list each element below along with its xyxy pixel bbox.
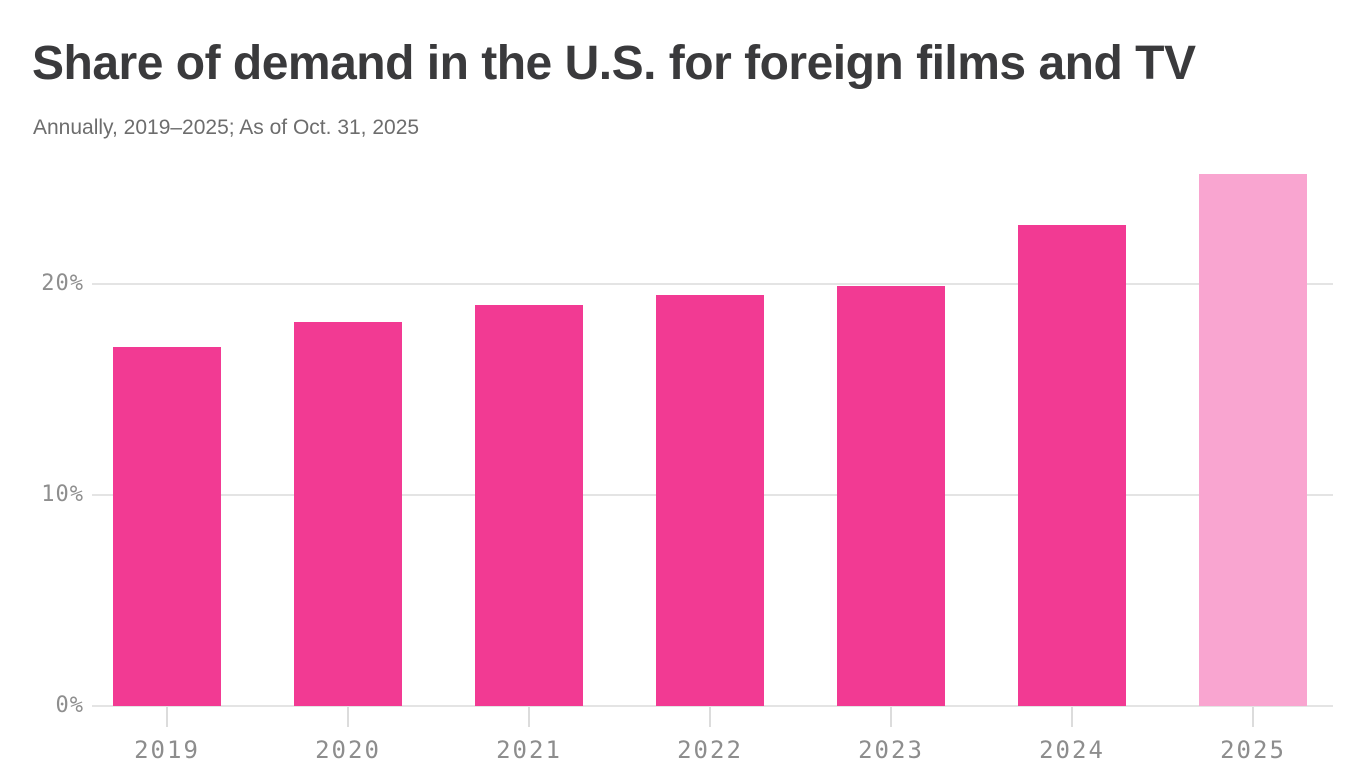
x-axis-tick-2025 [1252, 707, 1254, 727]
x-axis-label-2021: 2021 [496, 736, 562, 764]
x-axis-tick-2023 [890, 707, 892, 727]
x-axis-tick-2024 [1071, 707, 1073, 727]
bar-2024[interactable] [1018, 224, 1126, 706]
chart-subtitle: Annually, 2019–2025; As of Oct. 31, 2025 [33, 116, 420, 139]
bar-2020[interactable] [294, 321, 402, 706]
bar-2019[interactable] [113, 347, 221, 706]
x-axis-tick-2022 [709, 707, 711, 727]
x-axis-label-2024: 2024 [1039, 736, 1105, 764]
x-axis-label-2019: 2019 [134, 736, 200, 764]
x-axis-tick-2021 [528, 707, 530, 727]
x-axis-label-2023: 2023 [858, 736, 924, 764]
x-axis-label-2022: 2022 [677, 736, 743, 764]
y-axis-label-20: 20% [41, 271, 84, 296]
x-axis-tick-2020 [347, 707, 349, 727]
bar-2023[interactable] [837, 286, 945, 706]
bar-2025[interactable] [1199, 174, 1307, 706]
x-axis-baseline [92, 705, 1333, 707]
bar-2021[interactable] [475, 305, 583, 706]
bar-2022[interactable] [656, 294, 764, 706]
x-axis-label-2025: 2025 [1220, 736, 1286, 764]
x-axis-tick-2019 [166, 707, 168, 727]
y-axis-label-10: 10% [41, 482, 84, 507]
y-gridline-20 [92, 283, 1333, 285]
chart-title: Share of demand in the U.S. for foreign … [32, 37, 1196, 90]
x-axis-label-2020: 2020 [315, 736, 381, 764]
y-axis-label-0: 0% [55, 693, 84, 718]
